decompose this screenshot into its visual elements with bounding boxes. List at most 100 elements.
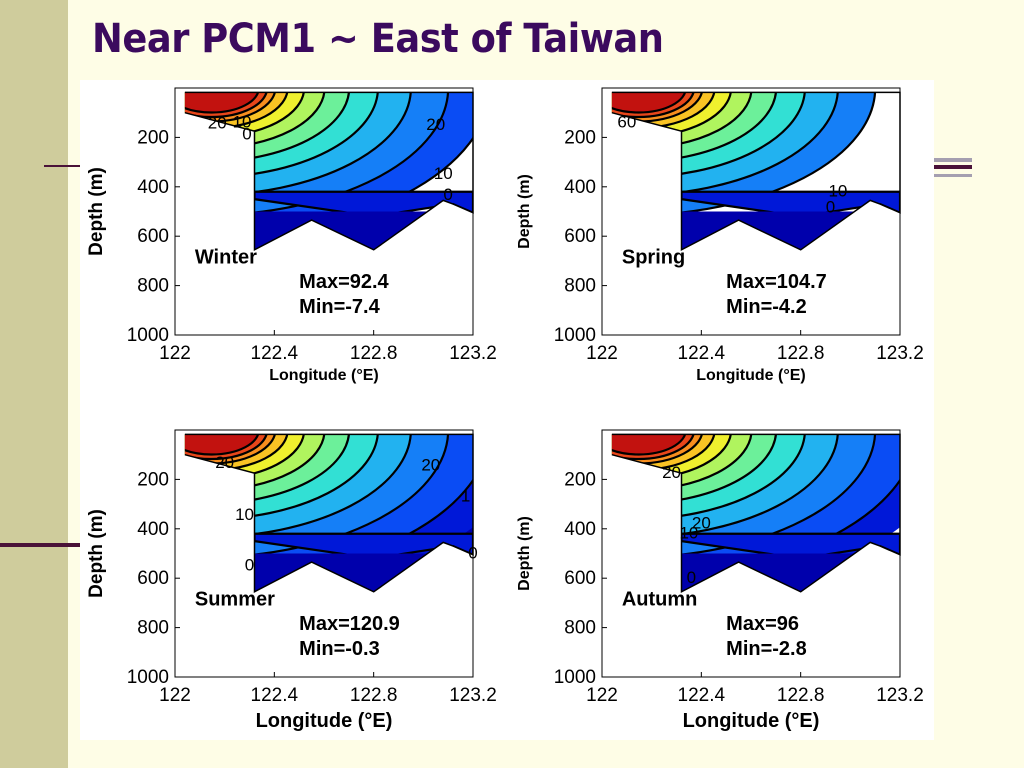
y-tick-label: 400 (564, 177, 596, 198)
x-tick-label: 122 (586, 685, 618, 706)
x-tick-label: 122 (159, 685, 191, 706)
x-axis-label: Longitude (°E) (683, 710, 820, 732)
autumn-panel: 200 400 600 800 1000 122 122.4 122.8 123.2 Longit… (507, 422, 934, 752)
contour-label: 1 (461, 486, 470, 505)
y-tick-label: 200 (137, 469, 169, 490)
contour-band (611, 434, 687, 456)
y-tick-label: 1000 (127, 325, 169, 346)
y-tick-label: 400 (137, 177, 169, 198)
contour-label: 20 (215, 453, 234, 472)
y-axis-label: Depth (m) (86, 509, 107, 598)
spring-panel: 200 400 600 800 1000 122 122.4 122.8 123.2 Longit… (507, 80, 934, 410)
axes-frame (601, 429, 901, 678)
x-tick-label: 122.4 (251, 343, 299, 364)
y-tick-label: 600 (137, 568, 169, 589)
y-tick-label: 800 (564, 618, 596, 639)
contour-label: 20 (692, 514, 711, 533)
y-tick-label: 1000 (554, 667, 596, 688)
contour-label: 20 (421, 456, 440, 475)
x-tick-label: 123.2 (449, 685, 497, 706)
contour-fill-group (184, 434, 474, 592)
x-tick-label: 123.2 (876, 685, 924, 706)
contour-label: 0 (468, 543, 477, 562)
y-tick-label: 600 (137, 226, 169, 247)
x-tick-label: 122.8 (777, 343, 825, 364)
y-axis-label: Depth (m) (516, 516, 533, 591)
min-value-label: Min=-4.2 (726, 296, 807, 318)
axes-frame (601, 87, 901, 336)
y-tick-label: 600 (564, 226, 596, 247)
y-axis-label: Depth (m) (86, 167, 107, 256)
figure-panel-grid: 200 400 600 800 1000 122 122.4 122.8 123.2 Longit… (80, 80, 934, 740)
y-tick-label: 400 (137, 519, 169, 540)
slide-title: Near PCM1 ~ East of Taiwan (92, 16, 664, 62)
contour-band (184, 434, 260, 456)
winter-panel: 200 400 600 800 1000 122 122.4 122.8 123.2 Longit… (80, 80, 507, 410)
x-tick-label: 122 (586, 343, 618, 364)
contour-label: 10 (434, 164, 453, 183)
contour-label: 20 (426, 115, 445, 134)
y-tick-label: 800 (137, 618, 169, 639)
x-tick-label: 123.2 (449, 343, 497, 364)
deep-contour-band (681, 553, 900, 592)
x-axis-label: Longitude (°E) (696, 367, 805, 384)
y-tick-label: 800 (564, 276, 596, 297)
max-value-label: Max=96 (726, 613, 799, 635)
divider-line (934, 158, 972, 162)
season-label: Autumn (622, 588, 698, 610)
x-tick-label: 122.8 (777, 685, 825, 706)
y-axis-label: Depth (m) (516, 174, 533, 249)
max-value-label: Max=120.9 (299, 613, 400, 635)
x-axis-label: Longitude (°E) (269, 367, 378, 384)
divider-line (934, 174, 972, 177)
y-tick-label: 200 (564, 469, 596, 490)
max-value-label: Max=104.7 (726, 271, 827, 293)
max-value-label: Max=92.4 (299, 271, 389, 293)
divider-line (44, 165, 80, 167)
divider-line (934, 165, 972, 169)
y-tick-label: 200 (137, 127, 169, 148)
y-tick-label: 1000 (127, 667, 169, 688)
y-tick-label: 1000 (554, 325, 596, 346)
x-tick-label: 122.8 (350, 685, 398, 706)
y-tick-label: 400 (564, 519, 596, 540)
x-tick-label: 122 (159, 343, 191, 364)
contour-label: 60 (617, 112, 636, 131)
deep-contour-band (254, 211, 473, 250)
contour-label: 10 (828, 182, 847, 201)
y-tick-label: 600 (564, 568, 596, 589)
divider-line (0, 543, 80, 547)
y-tick-label: 800 (137, 276, 169, 297)
contour-band (611, 92, 687, 114)
deep-contour-band (254, 553, 473, 592)
contour-label: 0 (443, 185, 452, 204)
x-tick-label: 122.4 (251, 685, 299, 706)
contour-label: 0 (242, 125, 251, 144)
season-label: Summer (195, 588, 275, 610)
axes-frame (174, 429, 474, 678)
deep-contour-band (681, 211, 900, 250)
x-tick-label: 122.4 (678, 343, 726, 364)
season-label: Winter (195, 246, 257, 268)
contour-label: 20 (208, 114, 227, 133)
x-axis-label: Longitude (°E) (256, 710, 393, 732)
contour-label: 10 (233, 112, 252, 131)
x-tick-label: 122.8 (350, 343, 398, 364)
contour-label: 10 (235, 505, 254, 524)
x-tick-label: 122.4 (678, 685, 726, 706)
contour-label: 20 (662, 463, 681, 482)
contour-label: 0 (826, 198, 835, 217)
summer-panel: 200 400 600 800 1000 122 122.4 122.8 123.2 Longit… (80, 422, 507, 752)
contour-label: 0 (687, 568, 696, 587)
x-tick-label: 123.2 (876, 343, 924, 364)
season-label: Spring (622, 246, 685, 268)
contour-label: 0 (245, 556, 254, 575)
contour-band (184, 92, 260, 114)
side-decor-strip (0, 0, 68, 768)
min-value-label: Min=-2.8 (726, 638, 807, 660)
axes-frame (174, 87, 474, 336)
